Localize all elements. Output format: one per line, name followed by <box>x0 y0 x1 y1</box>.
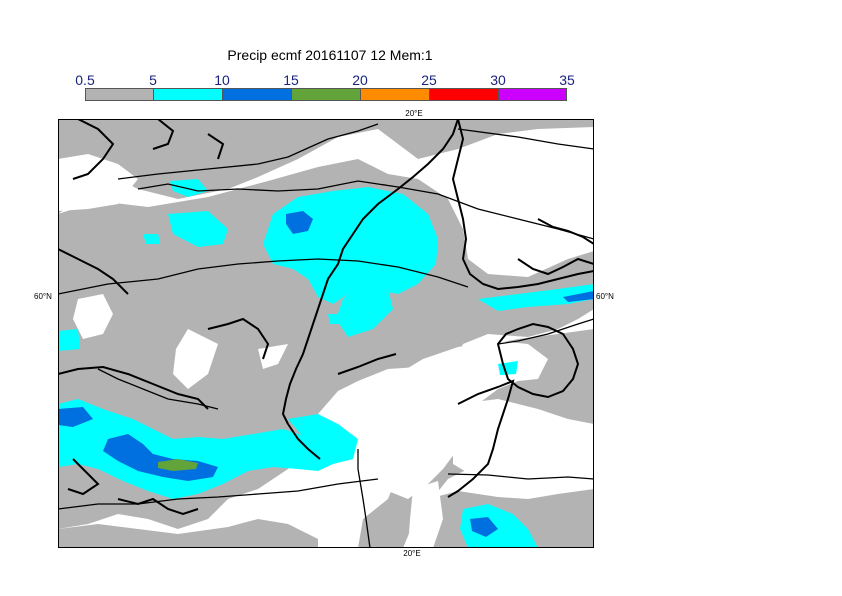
colorbar-tick-label: 10 <box>214 72 230 88</box>
precip-area-cyan <box>58 329 80 351</box>
precip-area-cyan <box>143 234 160 244</box>
precip-area-cyan <box>170 179 208 197</box>
precip-area-gray <box>58 159 594 529</box>
colorbar-tick-label: 15 <box>283 72 299 88</box>
colorbar-swatch <box>360 88 430 101</box>
longitude-label-top: 20°E <box>405 109 423 118</box>
dry-area <box>418 127 594 199</box>
dry-area <box>73 294 113 339</box>
precip-area-cyan <box>168 211 228 247</box>
dry-area <box>58 154 138 211</box>
latitude-label-left: 60°N <box>34 292 52 301</box>
colorbar-tick-label: 30 <box>490 72 506 88</box>
precip-area-cyan <box>336 284 393 337</box>
precip-area-blue <box>470 517 498 537</box>
colorbar-tick-label: 35 <box>559 72 575 88</box>
colorbar-swatch <box>498 88 567 101</box>
colorbar-swatch <box>429 88 499 101</box>
colorbar-swatch <box>291 88 361 101</box>
precip-area-gray <box>58 519 318 548</box>
precip-area-cyan <box>460 504 538 548</box>
coastlines <box>58 119 594 516</box>
precipitation-map <box>58 119 594 548</box>
precip-area-cyan <box>288 414 358 464</box>
colorbar-swatch <box>153 88 223 101</box>
precip-area-blue <box>563 291 594 302</box>
dry-area <box>173 329 218 389</box>
precip-area-cyan <box>328 314 348 324</box>
colorbar-swatch <box>85 88 154 101</box>
colorbar-tick-label: 25 <box>421 72 437 88</box>
dry-area <box>408 481 443 548</box>
longitude-label-bottom: 20°E <box>403 549 421 558</box>
colorbar-tick-label: 0.5 <box>75 72 95 88</box>
map-frame <box>58 119 594 548</box>
precip-area-blue <box>58 407 93 427</box>
colorbar-swatch <box>222 88 292 101</box>
precip-area-cyan <box>58 399 333 499</box>
precip-area-cyan <box>478 284 594 311</box>
country-borders <box>58 123 594 548</box>
dry-area <box>453 399 594 491</box>
latitude-label-right: 60°N <box>596 292 614 301</box>
colorbar-tick-label: 5 <box>149 72 157 88</box>
colorbar-tick-label: 20 <box>352 72 368 88</box>
precip-area-blue <box>286 211 313 234</box>
map-title: Precip ecmf 20161107 12 Mem:1 <box>227 47 433 63</box>
precip-area-green <box>158 459 198 471</box>
